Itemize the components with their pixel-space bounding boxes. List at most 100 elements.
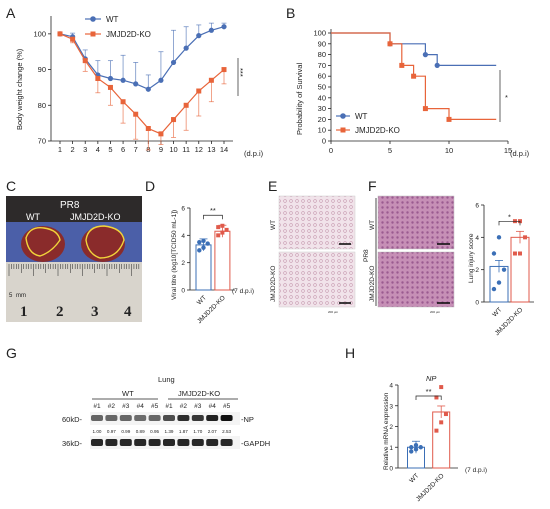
blot-ko-group: JMJD2D-KO [178,389,220,398]
datapoint-wt [496,280,502,285]
photo-ko-label: JMJD2D-KO [70,212,121,222]
np-value: 0.99 [121,429,130,434]
point-ko [70,36,76,42]
blot-tissue: Lung [158,375,175,384]
chart-b-xunit: (d.p.i) [510,149,530,158]
bar-ko [214,230,231,291]
ruler-5: 5 [9,293,13,299]
gapdh-band [148,439,161,446]
ticklabel-y: 6 [181,206,185,213]
point-wt [158,77,164,83]
blot-np-bands [91,415,233,421]
point-wt [183,45,189,51]
sig-bracket [415,395,442,400]
ticklabel-y: 6 [475,203,479,210]
datapoint-ko [216,225,221,230]
point-ko [133,111,139,117]
gapdh-band [163,439,175,446]
gapdh-band [105,439,118,446]
ticklabel-y: 4 [389,383,393,390]
legend-b-wt-label: WT [355,112,368,121]
np-band [148,415,161,421]
ticklabel-b-y: 30 [318,104,326,113]
np-value: 1.87 [179,429,188,434]
ticklabel-b-y: 60 [318,72,326,81]
point-ko [158,131,164,137]
blot-np-marker: 60kD- [62,415,83,424]
ruler-unit: mm [16,293,26,299]
ticklabel-y: 2 [475,267,479,274]
ticklabel-y: 0 [475,300,479,307]
chart-h-title: NP [426,374,436,383]
blot-np-values: 1.00 0.97 0.99 0.89 0.95 1.39 1.87 1.70 2.07 2.53 [93,429,232,434]
legend-b-ko-label: JMJD2D-KO [355,126,400,135]
survival-drop-ko [446,116,452,122]
histology-f-wt-label: WT [369,220,376,230]
ticklabel-a-x: 9 [159,145,163,154]
point-ko [120,99,126,105]
histology-e-scale-label: 200 μm [328,310,339,314]
ticklabel-b-y: 80 [318,50,326,59]
ticklabel-a-x: 7 [134,145,138,154]
ticklabel-y: 2 [181,260,185,267]
lane-label: #1 [165,403,173,410]
point-wt [120,77,126,83]
datapoint-ko [434,428,439,433]
point-ko [145,126,151,131]
ticklabel-a-y: 80 [38,101,46,110]
point-wt [133,81,139,87]
datapoint-wt [501,267,507,272]
lane-label: #3 [194,403,202,410]
point-ko [82,58,88,64]
survival-drop-wt [422,52,428,58]
panel-c-lung-photo: PR8 WT JMJD2D-KO 5 mm 1 2 3 4 [6,196,142,322]
ticklabel-a-x: 4 [96,145,100,154]
ticklabel-b-x: 10 [445,146,453,155]
lane-label: #2 [180,403,188,410]
lane-label: #4 [137,403,145,410]
sig-bracket [203,214,223,220]
datapoint-ko [443,412,448,417]
chart-h-ylabel: Relative mRNA expression [383,392,390,470]
ticklabel-b-x: 0 [329,146,333,155]
legend-b-ko-marker [340,127,346,133]
datapoint-wt [409,449,414,454]
ticklabel-b-y: 0 [322,137,326,146]
datapoint-wt [496,235,502,240]
histology-f-ko [377,251,455,308]
point-wt [196,33,202,39]
point-ko [221,67,227,73]
point-wt [208,27,214,33]
point-ko [107,84,113,90]
datapoint-wt [409,445,414,450]
datapoint-wt [491,251,497,256]
panel-g-western-blot: Lung WT JMJD2D-KO #1 #2 #3 #4 #5 #1 #2 #3 #4 #5 1… [62,375,270,449]
ticklabel-b-x: 5 [388,146,392,155]
gapdh-band [220,439,233,446]
np-value: 0.89 [136,429,145,434]
bar-ko [510,236,530,303]
survival-drop-wt [434,62,440,68]
chart-f-ylabel: Lung injury score [468,233,475,283]
survival-drop-ko [422,106,428,112]
datapoint-wt [491,286,497,292]
category-label: WT [196,294,208,306]
np-band [206,415,219,421]
gapdh-band [134,439,147,446]
panel-e-histology: WT JMJD2D-KO 200 μm [270,195,356,314]
legend-wt-label: WT [106,15,119,24]
chart-a-ylabel: Body weight change (%) [15,48,24,130]
significance-label: ** [210,206,216,215]
gapdh-band [206,439,219,446]
ruler-num-4: 4 [124,304,132,320]
panel-label-c: C [6,178,16,194]
point-wt [221,24,227,30]
histology-e-ko [278,251,356,308]
ticklabel-y: 3 [389,403,393,410]
histology-e-ko-label: JMJD2D-KO [270,266,277,302]
point-ko [95,76,101,81]
histology-f-wt [377,195,455,250]
chart-d-note: (7 d.p.i) [232,288,254,295]
